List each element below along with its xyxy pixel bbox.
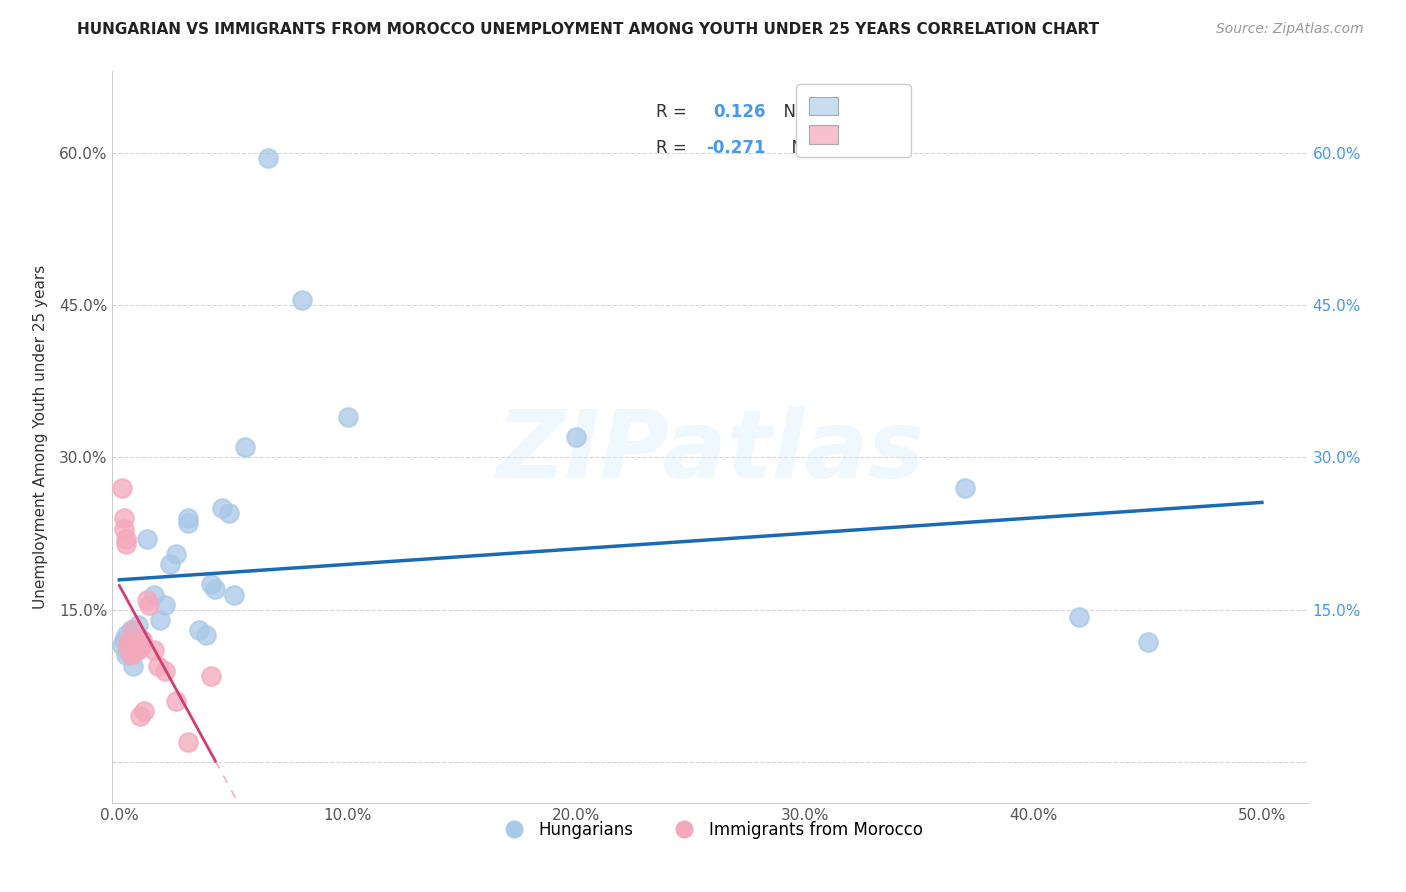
Point bbox=[211, 501, 233, 516]
Point bbox=[131, 633, 153, 648]
Point bbox=[177, 516, 200, 531]
Point bbox=[117, 635, 139, 649]
Text: 0.126: 0.126 bbox=[714, 103, 766, 120]
Point bbox=[112, 511, 135, 525]
Point bbox=[565, 430, 588, 444]
Point bbox=[117, 641, 139, 656]
Point bbox=[148, 658, 170, 673]
Y-axis label: Unemployment Among Youth under 25 years: Unemployment Among Youth under 25 years bbox=[32, 265, 48, 609]
Point bbox=[135, 592, 157, 607]
Text: 23: 23 bbox=[841, 139, 863, 157]
Text: R =: R = bbox=[657, 103, 697, 120]
Legend: Hungarians, Immigrants from Morocco: Hungarians, Immigrants from Morocco bbox=[491, 814, 929, 846]
Point bbox=[111, 638, 134, 652]
Point bbox=[200, 577, 222, 591]
Point bbox=[222, 588, 245, 602]
Text: N =: N = bbox=[780, 139, 828, 157]
Point bbox=[195, 628, 218, 642]
Point bbox=[122, 638, 145, 652]
Point bbox=[122, 658, 145, 673]
Point bbox=[131, 633, 153, 648]
Point bbox=[117, 645, 139, 659]
Point bbox=[115, 628, 138, 642]
Point bbox=[200, 669, 222, 683]
Point bbox=[153, 598, 176, 612]
Point bbox=[177, 735, 200, 749]
Text: 37: 37 bbox=[834, 103, 856, 120]
Point bbox=[138, 598, 160, 612]
Point bbox=[112, 633, 135, 648]
Point bbox=[142, 588, 165, 602]
Point bbox=[129, 709, 152, 723]
Point bbox=[127, 618, 149, 632]
Point bbox=[115, 532, 138, 546]
Point bbox=[166, 547, 188, 561]
Point bbox=[124, 643, 146, 657]
Point bbox=[120, 648, 142, 663]
Point bbox=[177, 511, 200, 525]
Text: HUNGARIAN VS IMMIGRANTS FROM MOROCCO UNEMPLOYMENT AMONG YOUTH UNDER 25 YEARS COR: HUNGARIAN VS IMMIGRANTS FROM MOROCCO UNE… bbox=[77, 22, 1099, 37]
Point bbox=[120, 645, 142, 659]
Point bbox=[111, 481, 134, 495]
Text: -0.271: -0.271 bbox=[706, 139, 766, 157]
Point bbox=[135, 532, 157, 546]
Point bbox=[112, 521, 135, 535]
Point bbox=[134, 705, 156, 719]
Point bbox=[115, 648, 138, 663]
Point bbox=[124, 638, 146, 652]
Point bbox=[142, 643, 165, 657]
Text: ZIPatlas: ZIPatlas bbox=[496, 406, 924, 498]
Point bbox=[204, 582, 226, 597]
Point bbox=[115, 537, 138, 551]
Point bbox=[1136, 635, 1159, 649]
Point bbox=[127, 643, 149, 657]
Point bbox=[117, 641, 139, 656]
Point bbox=[120, 623, 142, 637]
Point bbox=[233, 440, 256, 454]
Point bbox=[291, 293, 314, 307]
Point bbox=[953, 481, 976, 495]
Text: R =: R = bbox=[657, 139, 692, 157]
Point bbox=[153, 664, 176, 678]
Point bbox=[1067, 610, 1090, 624]
Point bbox=[188, 623, 211, 637]
Point bbox=[218, 506, 240, 520]
Point bbox=[120, 635, 142, 649]
Text: N =: N = bbox=[773, 103, 821, 120]
Point bbox=[159, 557, 181, 571]
Point bbox=[131, 638, 153, 652]
Text: Source: ZipAtlas.com: Source: ZipAtlas.com bbox=[1216, 22, 1364, 37]
Point bbox=[336, 409, 359, 424]
Point bbox=[122, 623, 145, 637]
Point bbox=[257, 151, 280, 165]
Point bbox=[149, 613, 172, 627]
Point bbox=[166, 694, 188, 708]
